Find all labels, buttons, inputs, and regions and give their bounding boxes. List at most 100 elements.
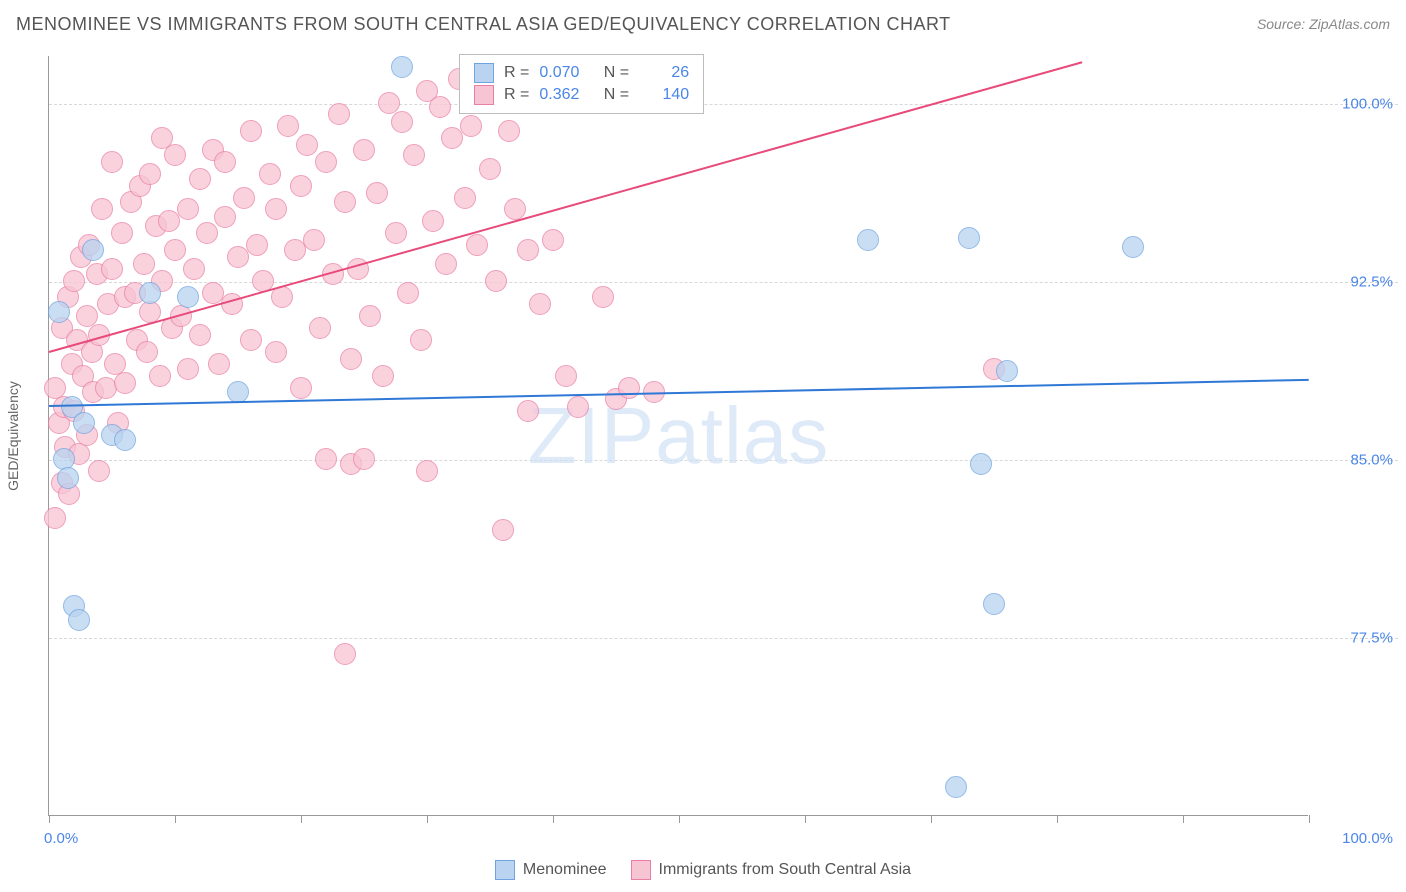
legend-swatch [631, 860, 651, 880]
x-tick [175, 815, 176, 823]
x-tick [931, 815, 932, 823]
data-point [246, 234, 268, 256]
x-tick [679, 815, 680, 823]
legend-swatch [495, 860, 515, 880]
data-point [114, 372, 136, 394]
data-point [372, 365, 394, 387]
y-tick-label: 85.0% [1323, 451, 1393, 468]
stat-n-value: 26 [639, 64, 689, 82]
stat-r-value: 0.070 [539, 64, 589, 82]
x-tick [1309, 815, 1310, 823]
data-point [397, 282, 419, 304]
x-tick [805, 815, 806, 823]
data-point [101, 151, 123, 173]
data-point [88, 460, 110, 482]
data-point [460, 115, 482, 137]
data-point [259, 163, 281, 185]
data-point [958, 227, 980, 249]
x-tick [301, 815, 302, 823]
chart-title: MENOMINEE VS IMMIGRANTS FROM SOUTH CENTR… [16, 14, 951, 35]
data-point [529, 293, 551, 315]
stat-r-label: R = [504, 64, 529, 82]
x-tick [1057, 815, 1058, 823]
x-axis-min-label: 0.0% [44, 830, 78, 847]
data-point [265, 198, 287, 220]
x-tick [427, 815, 428, 823]
data-point [353, 448, 375, 470]
data-point [996, 360, 1018, 382]
data-point [498, 120, 520, 142]
data-point [1122, 236, 1144, 258]
legend-swatch [474, 85, 494, 105]
data-point [403, 144, 425, 166]
data-point [149, 365, 171, 387]
data-point [422, 210, 444, 232]
data-point [492, 519, 514, 541]
data-point [359, 305, 381, 327]
data-point [296, 134, 318, 156]
data-point [189, 324, 211, 346]
header: MENOMINEE VS IMMIGRANTS FROM SOUTH CENTR… [0, 0, 1406, 40]
data-point [353, 139, 375, 161]
data-point [328, 103, 350, 125]
data-point [214, 206, 236, 228]
data-point [441, 127, 463, 149]
data-point [68, 609, 90, 631]
data-point [196, 222, 218, 244]
y-tick-label: 92.5% [1323, 273, 1393, 290]
data-point [555, 365, 577, 387]
data-point [177, 358, 199, 380]
data-point [133, 253, 155, 275]
data-point [164, 239, 186, 261]
data-point [233, 187, 255, 209]
data-point [303, 229, 325, 251]
data-point [227, 246, 249, 268]
data-point [315, 151, 337, 173]
stats-legend-box: R = 0.070 N = 26R = 0.362 N = 140 [459, 54, 704, 114]
data-point [618, 377, 640, 399]
data-point [139, 163, 161, 185]
data-point [410, 329, 432, 351]
data-point [945, 776, 967, 798]
stat-n-label: N = [599, 64, 629, 82]
data-point [82, 239, 104, 261]
data-point [542, 229, 564, 251]
bottom-legend: MenomineeImmigrants from South Central A… [0, 860, 1406, 880]
data-point [73, 412, 95, 434]
data-point [48, 301, 70, 323]
data-point [429, 96, 451, 118]
data-point [517, 239, 539, 261]
data-point [517, 400, 539, 422]
x-axis-max-label: 100.0% [1342, 830, 1393, 847]
data-point [63, 270, 85, 292]
gridline [49, 104, 1398, 105]
data-point [91, 198, 113, 220]
data-point [391, 56, 413, 78]
watermark-thin: atlas [655, 391, 829, 480]
data-point [970, 453, 992, 475]
data-point [265, 341, 287, 363]
x-tick [553, 815, 554, 823]
data-point [177, 286, 199, 308]
gridline [49, 638, 1398, 639]
data-point [57, 467, 79, 489]
x-tick [49, 815, 50, 823]
data-point [183, 258, 205, 280]
watermark-bold: ZIP [528, 391, 655, 480]
data-point [485, 270, 507, 292]
gridline [49, 460, 1398, 461]
data-point [334, 643, 356, 665]
data-point [101, 258, 123, 280]
data-point [111, 222, 133, 244]
data-point [139, 301, 161, 323]
data-point [378, 92, 400, 114]
data-point [290, 377, 312, 399]
source-attribution: Source: ZipAtlas.com [1257, 16, 1390, 32]
data-point [277, 115, 299, 137]
stat-n-value: 140 [639, 86, 689, 104]
y-tick-label: 100.0% [1323, 95, 1393, 112]
data-point [416, 460, 438, 482]
x-tick [1183, 815, 1184, 823]
data-point [164, 144, 186, 166]
data-point [391, 111, 413, 133]
